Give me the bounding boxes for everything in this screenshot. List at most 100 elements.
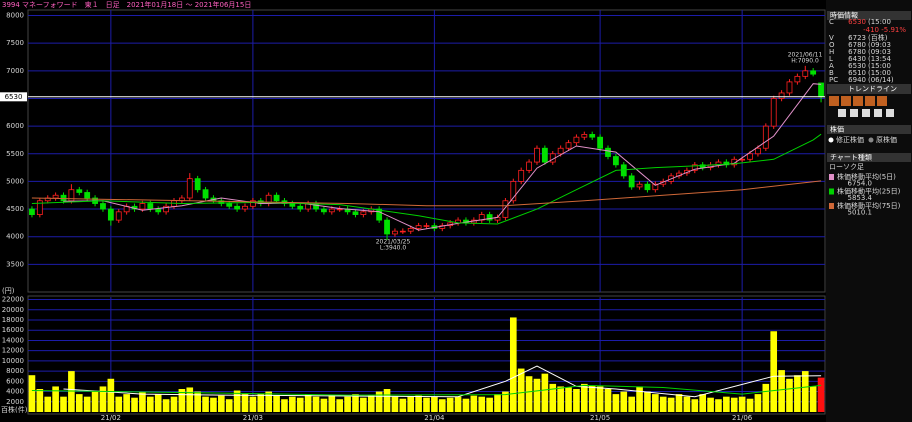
x-tick-label: 21/05 bbox=[590, 414, 610, 422]
x-tick-label: 21/02 bbox=[101, 414, 121, 422]
candle-body bbox=[786, 81, 793, 94]
candle-body bbox=[636, 183, 643, 188]
volume-bar bbox=[612, 394, 620, 412]
volume-bar bbox=[446, 397, 454, 412]
quote-note: (09:03 bbox=[868, 41, 891, 49]
candle-body bbox=[628, 175, 635, 188]
volume-bar bbox=[675, 394, 683, 412]
volume-bar bbox=[139, 391, 146, 412]
volume-bar bbox=[423, 397, 430, 412]
volume-bar bbox=[438, 399, 446, 412]
volume-bar bbox=[91, 391, 99, 412]
volume-bar bbox=[659, 396, 667, 412]
volume-bar bbox=[415, 395, 422, 412]
candle-body bbox=[194, 178, 201, 191]
candle-body bbox=[321, 208, 327, 213]
x-tick-label: 21/03 bbox=[243, 414, 263, 422]
candle-body bbox=[273, 194, 280, 202]
candle-body bbox=[328, 208, 335, 213]
candle-body bbox=[297, 205, 304, 210]
quote-label: O bbox=[829, 41, 835, 49]
volume-bar bbox=[202, 396, 209, 412]
legend-swatch bbox=[829, 174, 834, 180]
volume-bar bbox=[667, 397, 675, 412]
line bbox=[31, 133, 822, 225]
volume-bar bbox=[573, 389, 580, 412]
price-frame bbox=[27, 9, 826, 293]
y-unit: (円) bbox=[2, 287, 15, 295]
candle-body bbox=[147, 203, 154, 210]
candle-body bbox=[589, 134, 596, 138]
quote-value: 6780 bbox=[848, 41, 866, 49]
y-tick-label: 10000 bbox=[2, 357, 24, 365]
volume-bar bbox=[478, 396, 486, 412]
volume-bar bbox=[762, 383, 770, 412]
quote-value: 6430 bbox=[848, 55, 866, 63]
quote-value: 6530 bbox=[848, 62, 866, 70]
line bbox=[63, 365, 822, 398]
volume-bar bbox=[723, 396, 730, 412]
candle-body bbox=[747, 153, 753, 160]
quote-label: C bbox=[829, 18, 834, 26]
volume-bar bbox=[304, 394, 312, 412]
candle-body bbox=[52, 194, 59, 199]
quote-label: A bbox=[829, 62, 834, 70]
volume-bar bbox=[328, 395, 336, 412]
volume-bar bbox=[68, 371, 75, 412]
quote-note: (15:00 bbox=[868, 62, 891, 70]
volume-bar bbox=[486, 397, 493, 412]
volume-bar bbox=[431, 396, 438, 412]
y-tick-label: 16000 bbox=[2, 326, 24, 334]
volume-bar bbox=[383, 389, 391, 412]
legend-swatch bbox=[829, 188, 834, 195]
toolbar-bar[interactable] bbox=[827, 84, 911, 94]
candle-body bbox=[597, 136, 604, 149]
volume-bar bbox=[296, 397, 304, 412]
line bbox=[31, 384, 822, 396]
x-tick-label: 21/06 bbox=[732, 414, 753, 422]
line bbox=[63, 83, 822, 231]
radio-label: 原株価 bbox=[876, 135, 897, 144]
volume-bar bbox=[75, 394, 83, 412]
candle-body bbox=[644, 183, 651, 191]
volume-bar bbox=[533, 378, 541, 412]
volume-bar bbox=[644, 391, 651, 412]
volume-bar bbox=[786, 378, 793, 412]
volume-bar bbox=[399, 398, 407, 412]
volume-bar bbox=[652, 394, 659, 412]
quote-note: (15:00 bbox=[868, 18, 891, 26]
annotation-date: 2021/03/25 bbox=[376, 239, 411, 246]
candle-body bbox=[234, 205, 241, 210]
volume-bar bbox=[730, 397, 738, 412]
volume-bar bbox=[273, 395, 280, 412]
candle-body bbox=[794, 75, 801, 83]
volume-bar bbox=[60, 396, 67, 412]
tool-icons[interactable] bbox=[829, 96, 894, 117]
volume-bar bbox=[794, 375, 801, 412]
volume-bar bbox=[225, 399, 233, 412]
volume-bar bbox=[146, 396, 154, 412]
radio bbox=[868, 137, 874, 143]
volume-bar bbox=[494, 394, 501, 412]
volume-bar bbox=[178, 389, 186, 412]
volume-bar bbox=[541, 373, 549, 412]
y-tick-label: 12000 bbox=[2, 347, 24, 355]
candle-body bbox=[526, 161, 532, 171]
volume-bar bbox=[131, 397, 138, 412]
volume-bar bbox=[83, 396, 91, 412]
volume-bar bbox=[186, 387, 194, 412]
annotation-date: 2021/06/11 bbox=[788, 52, 823, 59]
candle-body bbox=[557, 147, 564, 155]
y-unit: 百株(件) bbox=[1, 405, 28, 414]
volume-bar bbox=[588, 385, 596, 412]
candle-body bbox=[376, 208, 383, 221]
y-tick-label: 22000 bbox=[2, 296, 24, 304]
candle-body bbox=[336, 208, 343, 211]
volume-bar bbox=[218, 395, 225, 412]
candle-body bbox=[155, 208, 162, 213]
candle-body bbox=[612, 156, 619, 166]
volume-bar bbox=[509, 317, 517, 412]
volume-bar bbox=[154, 394, 162, 412]
y-tick-label: 6000 bbox=[6, 122, 24, 130]
volume-bar bbox=[352, 394, 359, 412]
